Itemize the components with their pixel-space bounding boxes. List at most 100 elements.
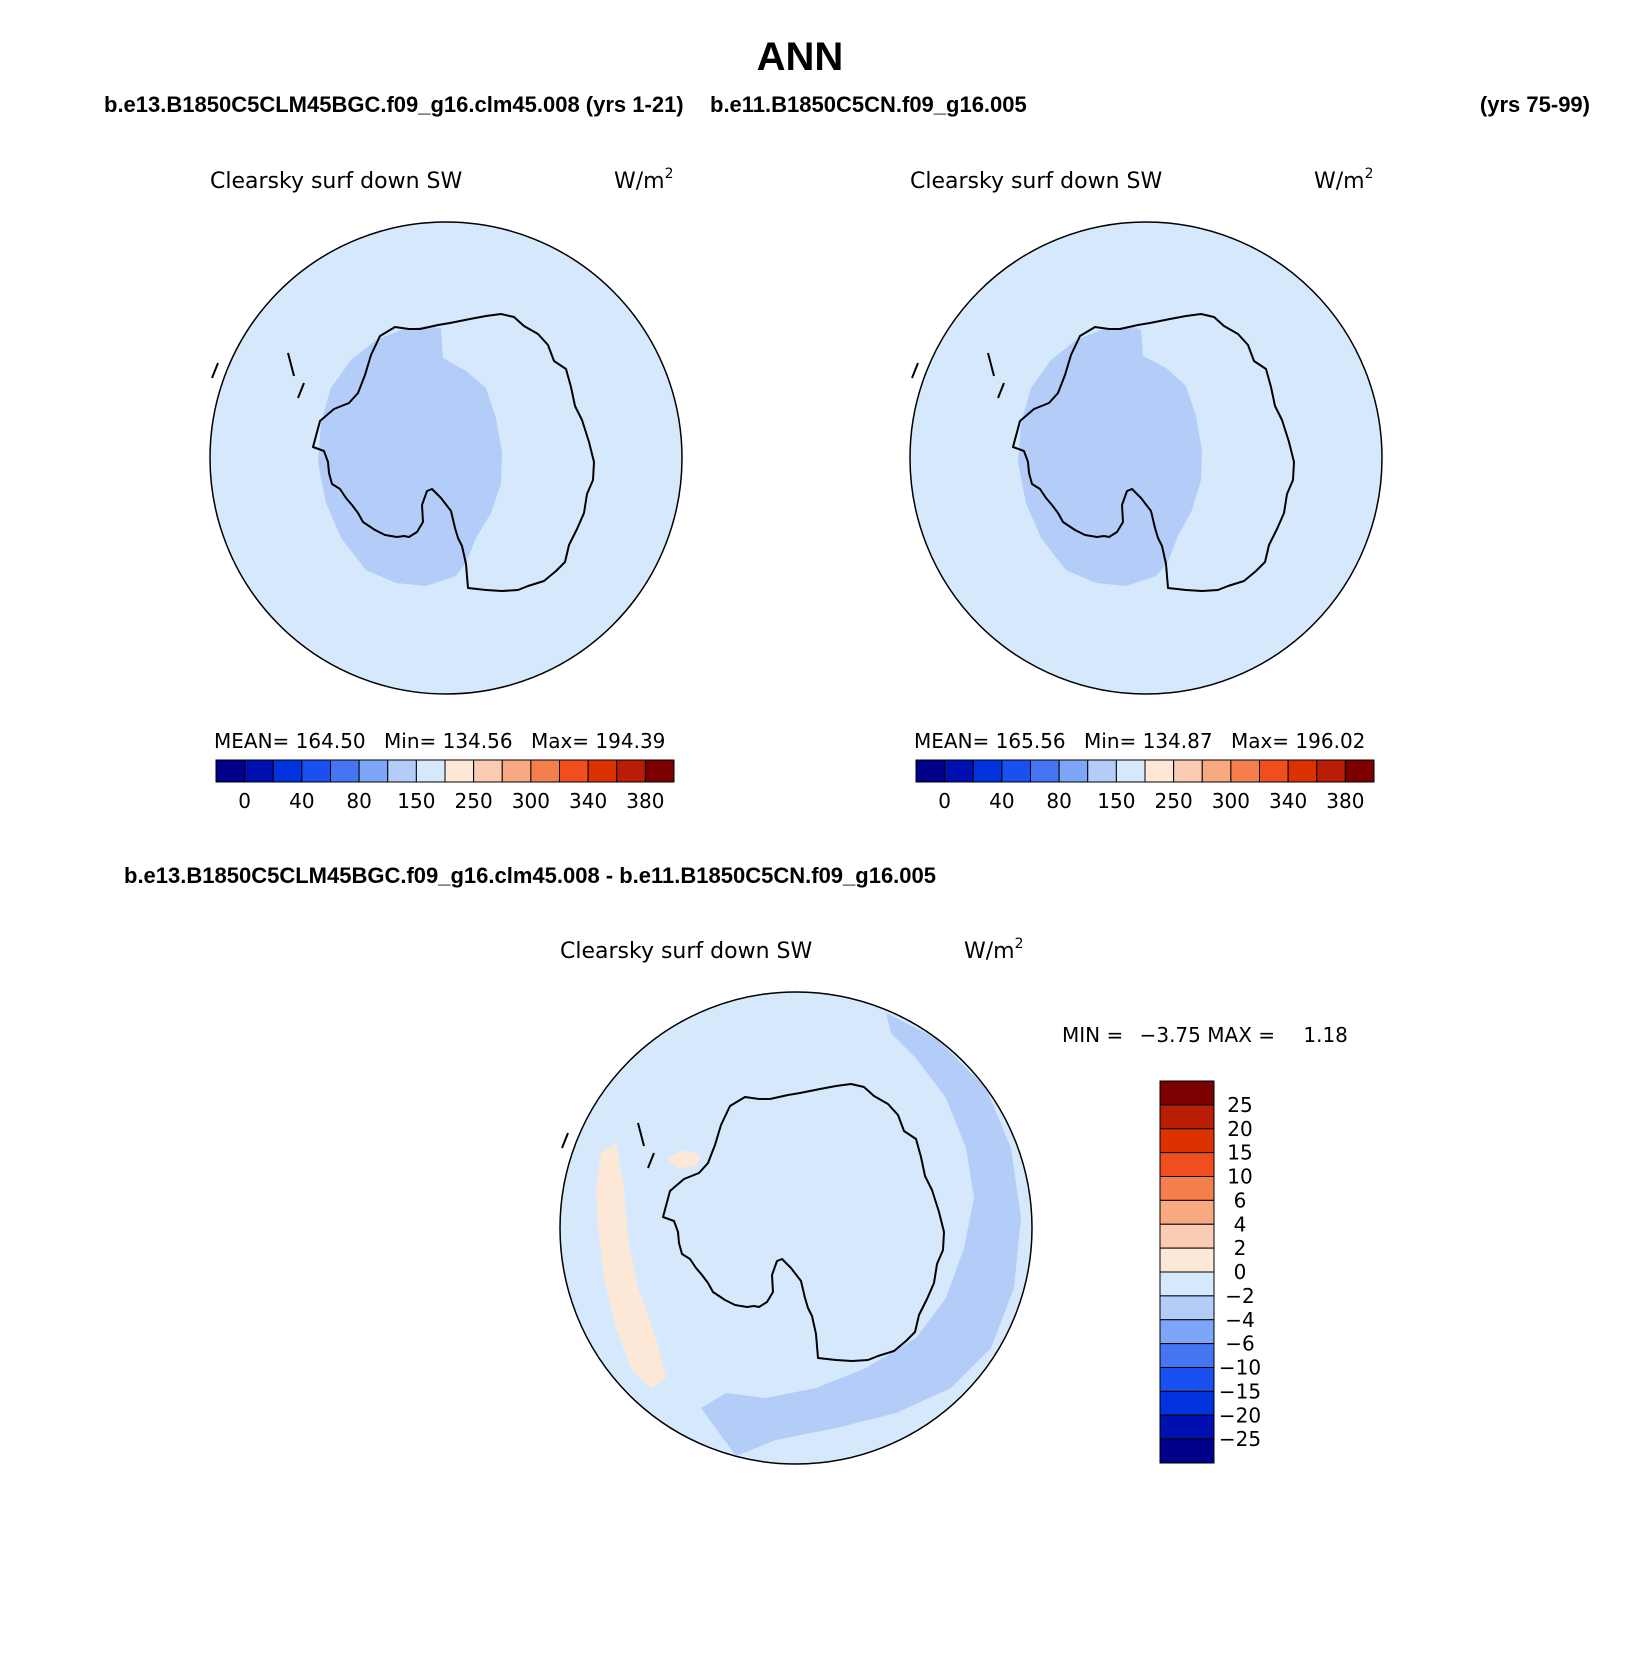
colorbar-left-tick-label: 0 — [238, 789, 251, 813]
colorbar-left-swatch — [616, 759, 646, 783]
panel-left-stats: MEAN= 164.50 Min= 134.56 Max= 194.39 — [214, 729, 665, 753]
colorbar-diff-tick-label: 6 — [1234, 1188, 1247, 1212]
colorbar-left-swatch — [644, 759, 675, 783]
colorbar-diff-tick-label: 25 — [1227, 1093, 1252, 1117]
colorbar-right-tick-label: 0 — [938, 789, 951, 813]
colorbar-diff-swatch — [1159, 1438, 1215, 1464]
colorbar-right-swatch — [1230, 759, 1260, 783]
colorbar-diff-swatch — [1159, 1295, 1215, 1321]
main-title: ANN — [757, 35, 844, 79]
colorbar-left-tick-label: 80 — [346, 789, 371, 813]
colorbar-right-swatch — [1144, 759, 1175, 783]
colorbar-left-tick-label: 300 — [512, 789, 550, 813]
diff-title: b.e13.B1850C5CLM45BGC.f09_g16.clm45.008 … — [124, 863, 936, 888]
colorbar-diff-tick-label: 10 — [1227, 1165, 1252, 1189]
colorbar-diff-swatch — [1159, 1247, 1215, 1273]
colorbar-left-swatch — [587, 759, 618, 783]
colorbar-diff-tick-label: 0 — [1234, 1260, 1247, 1284]
colorbar-diff-swatch — [1159, 1128, 1215, 1154]
colorbar-right-swatch — [1201, 759, 1232, 783]
colorbar-diff-swatch — [1159, 1199, 1215, 1225]
panel-right: Clearsky surf down SW W/m2 MEAN= 165.56 … — [909, 166, 1383, 813]
panel-diff-variable: Clearsky surf down SW — [560, 939, 812, 964]
map-left-low-region — [318, 326, 502, 586]
colorbar-right: 0 40 80 150 250 300 340 380 — [915, 759, 1375, 813]
map-diff — [559, 991, 1033, 1465]
colorbar-left-swatch — [330, 759, 360, 783]
colorbar-left-swatch — [530, 759, 560, 783]
colorbar-left-tick-label: 150 — [397, 789, 435, 813]
panel-right-units: W/m2 — [1314, 166, 1374, 194]
colorbar-right-swatch — [1058, 759, 1089, 783]
map-diff-positive-region — [596, 1143, 666, 1388]
colorbar-left-tick-label: 380 — [626, 789, 664, 813]
colorbar-left-swatch — [244, 759, 274, 783]
map-right-rim — [909, 221, 1383, 695]
map-right-low-region — [1018, 326, 1202, 586]
colorbar-right-swatch — [1259, 759, 1289, 783]
colorbar-left-swatch — [444, 759, 475, 783]
colorbar-right-swatch — [972, 759, 1003, 783]
colorbar-diff-swatch — [1159, 1271, 1215, 1297]
map-diff-islands — [561, 1122, 655, 1169]
colorbar-right-swatch — [1115, 759, 1146, 783]
panel-diff-units: W/m2 — [964, 936, 1024, 964]
colorbar-right-tick-label: 80 — [1046, 789, 1071, 813]
colorbar-diff-tick-label: −15 — [1219, 1379, 1261, 1403]
panel-right-variable: Clearsky surf down SW — [910, 169, 1162, 194]
colorbar-diff-tick-label: 2 — [1234, 1236, 1247, 1260]
map-left-rim — [209, 221, 683, 695]
colorbar-diff-swatch — [1159, 1414, 1215, 1440]
diff-min-max: MIN = −3.75 MAX = 1.18 — [1062, 1023, 1348, 1047]
colorbar-diff-swatch — [1159, 1080, 1215, 1106]
colorbar-left-swatch — [272, 759, 303, 783]
colorbar-diff-tick-label: 15 — [1227, 1141, 1252, 1165]
colorbar-diff-swatch — [1159, 1367, 1215, 1392]
panel-diff: Clearsky surf down SW W/m2 MIN = −3.75 M… — [559, 936, 1348, 1465]
colorbar-left-swatch — [215, 759, 246, 783]
map-diff-positive-patch — [666, 1150, 701, 1168]
map-right — [909, 221, 1383, 695]
colorbar-diff-swatch — [1159, 1343, 1215, 1368]
colorbar-diff-tick-label: −20 — [1219, 1403, 1261, 1427]
colorbar-right-swatch — [915, 759, 946, 783]
colorbar-left-swatch — [473, 759, 503, 783]
colorbar-left-tick-label: 40 — [289, 789, 314, 813]
colorbar-right-swatch — [1316, 759, 1346, 783]
colorbar-diff-tick-label: −4 — [1225, 1308, 1254, 1332]
colorbar-diff-swatch — [1159, 1390, 1215, 1416]
colorbar-right-swatch — [944, 759, 974, 783]
colorbar-left-swatch — [501, 759, 532, 783]
colorbar-right-tick-label: 340 — [1269, 789, 1307, 813]
colorbar-right-tick-label: 250 — [1155, 789, 1193, 813]
colorbar-right-swatch — [1173, 759, 1203, 783]
colorbar-diff-swatch — [1159, 1104, 1215, 1130]
colorbar-right-swatch — [1001, 759, 1031, 783]
colorbar-right-tick-label: 40 — [989, 789, 1014, 813]
colorbar-left-swatch — [301, 759, 331, 783]
colorbar-diff-swatch — [1159, 1152, 1215, 1177]
colorbar-diff-tick-label: −6 — [1225, 1332, 1254, 1356]
colorbar-right-tick-label: 380 — [1326, 789, 1364, 813]
colorbar-right-tick-label: 150 — [1097, 789, 1135, 813]
colorbar-right-swatch — [1287, 759, 1318, 783]
panel-left-variable: Clearsky surf down SW — [210, 169, 462, 194]
map-left — [209, 221, 683, 695]
colorbar-diff-tick-label: −25 — [1219, 1427, 1261, 1451]
colorbar-right-swatch — [1087, 759, 1117, 783]
colorbar-diff-tick-label: −10 — [1219, 1356, 1261, 1380]
map-left-islands — [211, 352, 305, 399]
colorbar-right-swatch — [1030, 759, 1060, 783]
panel-left-units: W/m2 — [614, 166, 674, 194]
colorbar-left-swatch — [358, 759, 389, 783]
colorbar-diff-tick-label: 4 — [1234, 1212, 1247, 1236]
colorbar-left-tick-label: 250 — [455, 789, 493, 813]
top-left-case-title: b.e13.B1850C5CLM45BGC.f09_g16.clm45.008 … — [104, 92, 684, 117]
colorbar-diff-swatch — [1159, 1176, 1215, 1201]
top-right-case-title: b.e11.B1850C5CN.f09_g16.005 — [710, 92, 1027, 117]
map-diff-rim — [559, 991, 1033, 1465]
colorbar-right-tick-label: 300 — [1212, 789, 1250, 813]
panel-right-stats: MEAN= 165.56 Min= 134.87 Max= 196.02 — [914, 729, 1365, 753]
